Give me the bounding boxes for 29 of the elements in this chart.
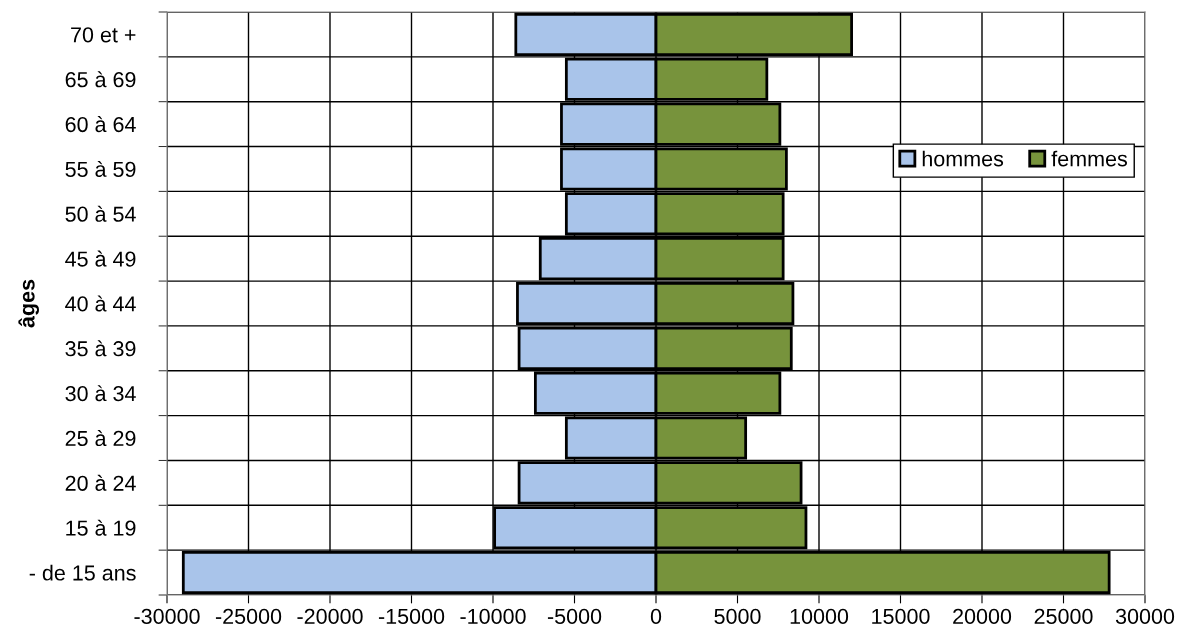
x-tick-label: -20000 — [297, 608, 363, 625]
x-tick-label: -25000 — [215, 608, 282, 625]
y-tick-label: 20 à 24 — [65, 474, 136, 491]
y-tick-label: 60 à 64 — [65, 116, 136, 133]
x-tick-label: 10000 — [790, 608, 849, 625]
y-tick-label: 35 à 39 — [65, 340, 136, 357]
x-tick-label: 0 — [650, 608, 662, 625]
y-tick-label: 50 à 54 — [65, 205, 136, 222]
x-tick-label: -30000 — [134, 608, 200, 625]
y-tick-label: 45 à 49 — [65, 250, 136, 267]
x-tick-label: 20000 — [953, 608, 1012, 625]
legend-label: femmes — [1051, 150, 1128, 167]
y-tick-label: 25 à 29 — [65, 429, 136, 447]
y-tick-label: 15 à 19 — [66, 519, 136, 536]
x-tick-label: -10000 — [460, 608, 526, 625]
x-tick-label: 25000 — [1034, 608, 1093, 625]
y-axis-title: âges — [18, 279, 39, 328]
y-tick-label: 65 à 69 — [65, 71, 136, 88]
x-tick-label: -15000 — [378, 608, 445, 625]
legend-label: hommes — [922, 150, 1004, 167]
x-tick-label: 15000 — [872, 608, 930, 625]
y-tick-label: 70 et + — [71, 27, 136, 43]
y-tick-label: - de 15 ans — [29, 564, 136, 581]
y-tick-label: 55 à 59 — [65, 160, 136, 177]
x-tick-label: -5000 — [547, 608, 602, 625]
x-tick-label: 5000 — [714, 608, 761, 625]
y-tick-label: 30 à 34 — [65, 385, 136, 402]
x-tick-label: 30000 — [1115, 608, 1175, 625]
y-tick-label: 40 à 44 — [65, 295, 136, 312]
